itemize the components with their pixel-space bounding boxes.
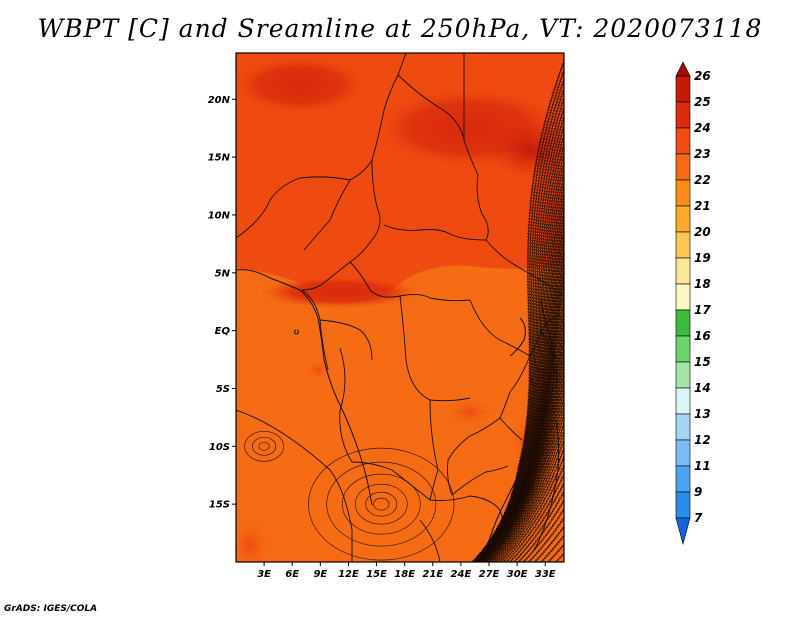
- lat-tick-label: 10N: [208, 210, 231, 221]
- colorbar-label: 18: [694, 277, 711, 291]
- colorbar-label: 17: [694, 303, 711, 317]
- lon-tick-label: 27E: [479, 569, 500, 580]
- streamline-vortex-ring: [354, 483, 408, 525]
- lon-tick-label: 6E: [285, 569, 299, 580]
- colorbar-label: 16: [694, 329, 711, 343]
- lat-tick-label: 15S: [209, 500, 230, 511]
- colorbar-label: 24: [694, 121, 711, 135]
- colorbar-label: 9: [694, 485, 702, 499]
- streamline-vortex-ring: [326, 461, 437, 547]
- streamline-vortex-ring: [252, 436, 277, 456]
- streamline-vortex-ring: [373, 497, 390, 511]
- lat-tick-label: 5N: [215, 268, 231, 279]
- colorbar-label: 13: [694, 407, 711, 421]
- colorbar-box: [675, 101, 691, 129]
- lon-tick-label: 12E: [338, 569, 359, 580]
- lon-tick-label: 15E: [366, 569, 387, 580]
- streamline-vortex-ring: [258, 441, 270, 451]
- colorbar-box: [675, 361, 691, 389]
- colorbar-box: [675, 309, 691, 337]
- lon-tick-label: 33E: [535, 569, 556, 580]
- lat-tick-label: 5S: [216, 384, 230, 395]
- lon-tick-label: 21E: [422, 569, 443, 580]
- longitude-axis: 3E 6E 9E 12E 15E 18E 21E 24E 27E 30E 33E: [257, 562, 556, 580]
- latitude-axis: 20N 15N 10N 5N EQ 5S 10S 15S: [208, 95, 236, 511]
- map-frame: [235, 52, 565, 563]
- colorbar-box: [675, 387, 691, 415]
- map-area: [236, 53, 564, 562]
- colorbar-label: 20: [694, 225, 711, 239]
- lon-tick-label: 18E: [394, 569, 415, 580]
- colorbar-box: [675, 231, 691, 259]
- lon-tick-label: 9E: [313, 569, 327, 580]
- colorbar-box: [675, 465, 691, 493]
- lat-tick-label: EQ: [215, 326, 231, 337]
- colorbar-label: 12: [694, 433, 711, 447]
- lat-tick-label: 20N: [208, 95, 231, 106]
- streamline-vortex-ring: [308, 447, 455, 561]
- lat-tick-label: 10S: [209, 442, 230, 453]
- colorbar-box: [675, 205, 691, 233]
- chart-title: WBPT [C] and Sreamline at 250hPa, VT: 20…: [37, 14, 763, 43]
- streamline-vortex-ring: [341, 473, 421, 535]
- colorbar: 26 25 24 23 22 21 20 19 18 17 16 15 14 13 12 11 9 7: [675, 61, 711, 546]
- colorbar-box: [675, 75, 691, 103]
- colorbar-top-arrow: [675, 61, 691, 77]
- streamline-vortex-ring: [244, 430, 284, 462]
- colorbar-box: [675, 179, 691, 207]
- wbpt-field-24: [260, 276, 420, 308]
- colorbar-label: 11: [694, 459, 711, 473]
- lon-tick-label: 24E: [451, 569, 472, 580]
- coastlines: [236, 269, 560, 551]
- colorbar-label: 7: [694, 511, 703, 525]
- colorbar-label: 22: [694, 173, 711, 187]
- lon-tick-label: 30E: [507, 569, 528, 580]
- colorbar-label: 26: [694, 69, 711, 83]
- streamline-vortex-ring: [365, 491, 398, 517]
- lon-tick-label: 3E: [257, 569, 271, 580]
- colorbar-box: [675, 127, 691, 155]
- wbpt-field-23: [236, 515, 272, 562]
- colorbar-label: 19: [694, 251, 711, 265]
- grads-credit: GrADS: IGES/COLA: [4, 604, 98, 614]
- colorbar-label: 14: [694, 381, 711, 395]
- colorbar-box: [675, 257, 691, 285]
- colorbar-box: [675, 439, 691, 467]
- wbpt-field-24: [236, 55, 370, 115]
- colorbar-label: 15: [694, 355, 711, 369]
- colorbar-box: [675, 283, 691, 311]
- country-borders: [236, 53, 564, 562]
- colorbar-label: 25: [694, 95, 711, 109]
- colorbar-box: [675, 491, 691, 519]
- colorbar-box: [675, 335, 691, 363]
- colorbar-box: [675, 413, 691, 441]
- colorbar-box: [675, 153, 691, 181]
- lat-tick-label: 15N: [208, 153, 231, 164]
- colorbar-bottom-arrow: [675, 517, 691, 546]
- colorbar-label: 21: [694, 199, 711, 213]
- colorbar-label: 23: [694, 147, 711, 161]
